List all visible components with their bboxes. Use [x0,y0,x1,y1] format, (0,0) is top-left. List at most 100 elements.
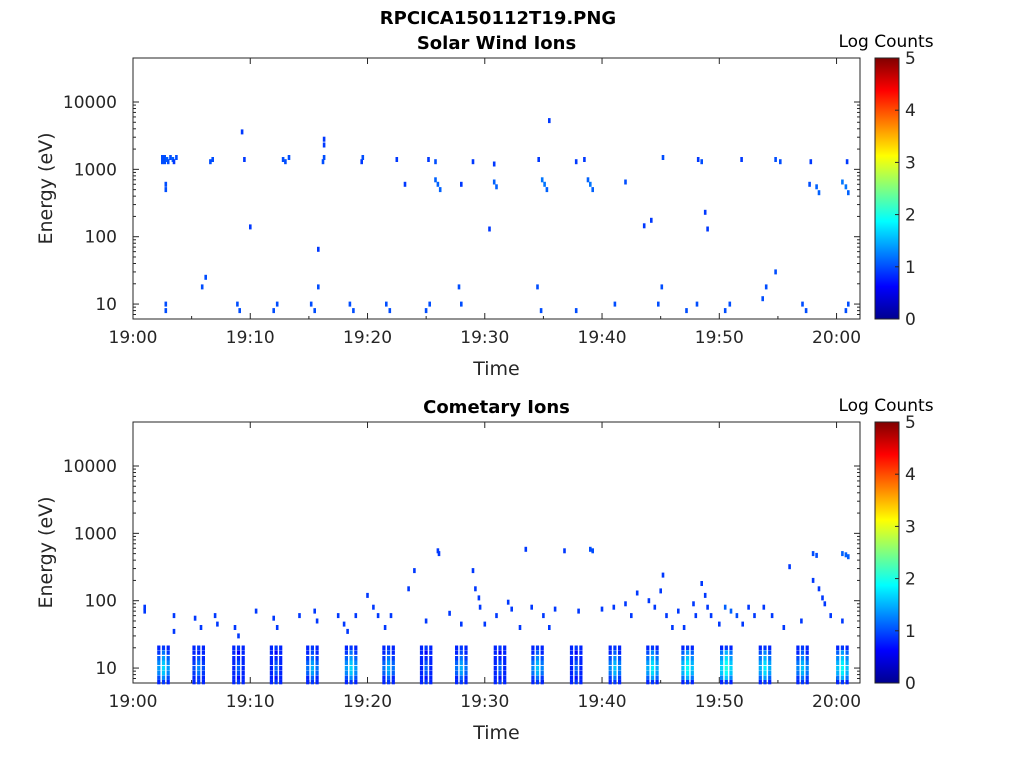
heatmap-cell [613,660,617,665]
heatmap-cell [681,656,685,661]
heatmap-cell [161,675,166,680]
heatmap-cell [720,645,724,650]
heatmap-cell [166,645,170,650]
heatmap-cell [763,656,767,661]
heatmap-cell [574,656,578,661]
heatmap-cell [413,568,416,574]
heatmap-cell [646,660,650,665]
heatmap-cell [618,670,622,676]
heatmap-cell [385,301,388,307]
heatmap-cell [391,660,395,665]
heatmap-cell [464,660,468,665]
heatmap-cell [569,670,574,676]
heatmap-cell [349,670,353,676]
heatmap-cell [741,621,744,627]
heatmap-cell [763,645,767,650]
heatmap-cell [815,184,818,190]
heatmap-cell [796,665,800,671]
heatmap-cell [563,548,566,554]
x-tick-label: 19:40 [578,692,627,712]
heatmap-cell [569,679,574,685]
heatmap-cell [361,155,365,160]
heatmap-cell [460,621,463,627]
heatmap-cell [591,187,594,193]
heatmap-cell [613,670,617,676]
heatmap-cell [464,670,468,676]
heatmap-cell [192,656,196,661]
heatmap-cell [243,157,246,162]
heatmap-cell [579,670,583,676]
heatmap-cell [686,660,690,665]
heatmap-cell [201,650,205,655]
heatmap-cell [841,618,844,624]
heatmap-cell [395,157,399,162]
heatmap-cell [192,675,196,680]
heatmap-cell [646,665,650,671]
heatmap-cell [436,181,440,187]
heatmap-cell [172,159,176,165]
heatmap-cell [349,650,353,655]
heatmap-cell [586,177,590,183]
heatmap-cell [503,675,507,680]
heatmap-cell [172,628,176,634]
heatmap-cell [671,625,674,630]
heatmap-cell [241,660,245,665]
heatmap-cell [143,608,146,614]
heatmap-cell [579,660,583,665]
heatmap-cell [211,157,214,162]
heatmap-cell [455,650,459,655]
heatmap-cell [272,615,275,621]
heatmap-cell [540,660,544,665]
heatmap-cell [653,604,657,610]
heatmap-cell [729,608,733,614]
heatmap-cell [348,301,352,307]
heatmap-cell [729,656,733,661]
heatmap-cell [391,656,395,661]
heatmap-cell [349,660,353,665]
heatmap-cell [387,656,391,661]
heatmap-cell [600,606,604,612]
heatmap-cell [695,301,699,307]
heatmap-cell [706,226,709,232]
panel-solar-wind: 19:00 19:10 19:20 19:30 19:40 19:50 20:0010100… [35,32,934,380]
heatmap-cell [724,665,728,671]
heatmap-cell [164,181,168,187]
heatmap-cell [758,650,762,655]
heatmap-cell [543,181,546,187]
heatmap-cell [574,159,578,165]
heatmap-cell [510,606,513,612]
heatmap-cell [477,595,481,601]
heatmap-cell [681,675,685,680]
heatmap-cell [306,656,310,661]
heatmap-cell [613,645,617,650]
heatmap-cell [836,675,840,680]
heatmap-cell [613,679,617,685]
heatmap-cell [540,650,544,655]
heatmap-cell [232,679,236,685]
heatmap-cell [232,645,236,650]
heatmap-cell [720,656,724,661]
heatmap-cell [553,606,557,612]
heatmap-cell [310,670,314,676]
heatmap-cell [655,645,659,650]
heatmap-cell [275,301,279,307]
heatmap-cell [646,656,650,661]
heatmap-cell [540,177,544,183]
heatmap-cell [317,284,320,290]
heatmap-cell [650,675,655,680]
heatmap-cell [764,284,768,290]
heatmap-cell [686,679,690,685]
heatmap-cell [236,675,241,680]
colorbar-tick-label: 1 [905,622,916,642]
heatmap-cell [650,650,655,655]
heatmap-cell [847,190,850,196]
heatmap-cell [646,679,650,685]
heatmap-cell [591,548,594,554]
heatmap-cell [310,645,314,650]
heatmap-cell [349,675,353,680]
heatmap-cell [613,665,617,671]
heatmap-cell [161,656,166,661]
heatmap-cell [349,656,353,661]
heatmap-cell [747,604,750,610]
heatmap-cell [471,568,475,574]
